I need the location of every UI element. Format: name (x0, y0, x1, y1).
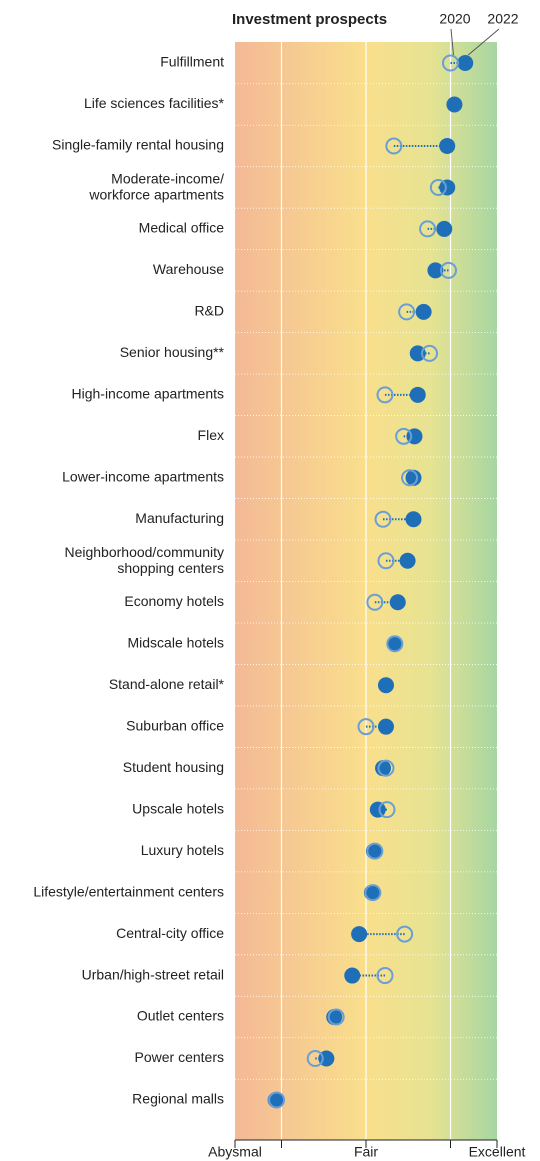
category-label: Warehouse (153, 261, 224, 277)
category-label: Senior housing** (120, 344, 225, 360)
dot-2022 (457, 55, 474, 71)
legend-label: 2020 (439, 11, 470, 27)
legend-leader (450, 28, 454, 56)
category-label: Single-family rental housing (52, 137, 224, 153)
category-label: High-income apartments (71, 386, 224, 402)
dot-2022 (399, 552, 416, 569)
category-label: Midscale hotels (128, 634, 225, 650)
dot-2022 (365, 843, 382, 860)
dot-2020 (419, 220, 437, 238)
dot-2020 (366, 842, 384, 860)
category-label: Flex (198, 427, 224, 443)
category-label: Fulfillment (160, 54, 224, 70)
dot-2020 (366, 593, 384, 611)
category-label: Student housing (123, 759, 224, 775)
category-label: Neighborhood/community shopping centers (64, 543, 224, 575)
category-label: Upscale hotels (132, 800, 224, 816)
dot-2020 (429, 178, 447, 196)
category-label: Suburban office (126, 717, 224, 733)
dot-2020 (398, 303, 416, 321)
category-label: Urban/high-street retail (82, 966, 224, 982)
dot-2020 (357, 718, 375, 736)
legend-leader (467, 28, 500, 56)
dot-2020 (306, 1050, 324, 1068)
category-label: Manufacturing (135, 510, 224, 526)
dot-2020 (395, 427, 413, 445)
dot-2020 (376, 386, 394, 404)
dot-2020 (376, 967, 394, 985)
dot-2022 (386, 635, 403, 652)
dot-2020 (378, 801, 396, 819)
category-label: Power centers (135, 1049, 224, 1065)
x-tick-label: Abysmal (208, 1144, 262, 1160)
dot-2022 (363, 884, 380, 901)
category-label: Lifestyle/entertainment centers (33, 883, 224, 899)
dot-2022 (446, 96, 463, 113)
dot-2020 (396, 925, 414, 943)
dot-2020 (327, 1008, 345, 1026)
category-label: Regional malls (132, 1091, 224, 1107)
dot-2022 (375, 760, 392, 777)
dot-2020 (440, 261, 458, 279)
category-label: Moderate-income/workforce apartments (88, 170, 224, 202)
category-label: Lower-income apartments (62, 469, 224, 485)
dot-2022 (409, 345, 426, 362)
dot-2022 (405, 511, 422, 528)
category-label: Central-city office (116, 925, 224, 941)
category-label: Life sciences facilities* (84, 95, 225, 111)
chart-title: Investment prospects (232, 11, 387, 28)
category-label: Medical office (139, 220, 225, 236)
dot-2022 (351, 926, 368, 943)
dot-2020 (364, 884, 382, 902)
dot-2020 (441, 54, 459, 72)
x-tick-label: Excellent (469, 1144, 526, 1160)
dot-2020 (386, 635, 404, 653)
category-label: Economy hotels (124, 593, 224, 609)
dot-2022 (377, 718, 394, 735)
dot-2022 (409, 386, 426, 403)
dot-2020 (421, 344, 439, 362)
dot-2020 (385, 137, 403, 155)
dot-2020 (377, 552, 395, 570)
dot-2022 (267, 1092, 284, 1108)
dot-2020 (268, 1091, 286, 1109)
dot-2022 (439, 137, 456, 154)
x-tick-label: Fair (354, 1144, 378, 1160)
category-label: Outlet centers (137, 1008, 224, 1024)
dot-2022 (439, 179, 456, 196)
dot-2022 (405, 469, 422, 486)
category-label: Luxury hotels (141, 842, 224, 858)
dot-2022 (415, 303, 432, 320)
category-label: R&D (194, 303, 224, 319)
dot-2020 (401, 469, 419, 487)
dot-2022 (436, 220, 453, 237)
dot-2020 (377, 759, 395, 777)
category-label: Stand-alone retail* (109, 676, 225, 692)
dot-2022 (377, 677, 394, 694)
legend-label: 2022 (487, 11, 518, 27)
dot-2022 (427, 262, 444, 279)
dot-2020 (374, 510, 392, 528)
dot-2022 (389, 594, 406, 611)
dot-2022 (344, 967, 361, 984)
